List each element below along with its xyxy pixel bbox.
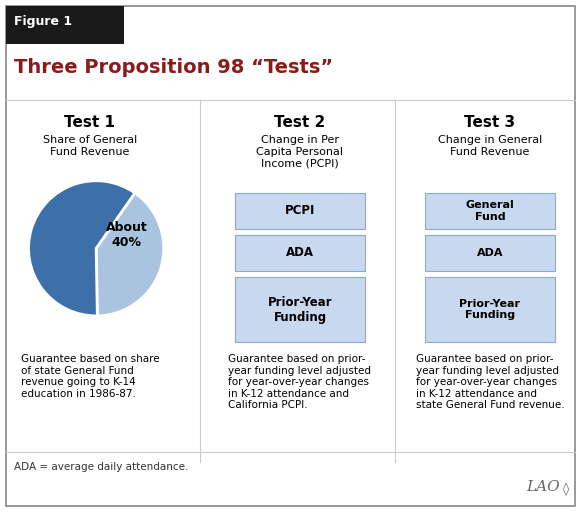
Text: ADA: ADA (477, 248, 503, 258)
Bar (425, 277, 555, 342)
Text: Test 1: Test 1 (64, 115, 116, 130)
Text: ADA: ADA (286, 246, 314, 260)
Text: LAO: LAO (526, 480, 560, 494)
Text: About
40%: About 40% (106, 221, 148, 249)
Bar (235, 277, 365, 342)
Bar (235, 193, 365, 229)
Text: Figure 1: Figure 1 (14, 15, 72, 29)
Text: Prior-Year
Funding: Prior-Year Funding (268, 295, 332, 324)
Text: Share of General
Fund Revenue: Share of General Fund Revenue (43, 135, 137, 157)
Text: ◊: ◊ (563, 482, 569, 496)
Text: ADA = average daily attendance.: ADA = average daily attendance. (14, 462, 188, 472)
Text: Change in General
Fund Revenue: Change in General Fund Revenue (438, 135, 542, 157)
Bar (235, 235, 365, 271)
Text: General
Fund: General Fund (465, 200, 514, 222)
Text: Test 3: Test 3 (464, 115, 515, 130)
Bar (6, 6, 124, 44)
Bar (425, 193, 555, 229)
Text: Guarantee based on prior-
year funding level adjusted
for year-over-year changes: Guarantee based on prior- year funding l… (415, 354, 564, 411)
Text: PCPI: PCPI (285, 204, 315, 218)
Text: Prior-Year
Funding: Prior-Year Funding (460, 298, 521, 321)
Text: Guarantee based on share
of state General Fund
revenue going to K-14
education i: Guarantee based on share of state Genera… (21, 354, 159, 399)
Wedge shape (96, 193, 164, 316)
Bar (425, 235, 555, 271)
Text: Test 2: Test 2 (274, 115, 325, 130)
Text: Change in Per
Capita Personal
Income (PCPI): Change in Per Capita Personal Income (PC… (256, 135, 343, 168)
Text: Guarantee based on prior-
year funding level adjusted
for year-over-year changes: Guarantee based on prior- year funding l… (228, 354, 371, 411)
Text: Three Proposition 98 “Tests”: Three Proposition 98 “Tests” (14, 58, 333, 77)
Wedge shape (28, 181, 135, 316)
